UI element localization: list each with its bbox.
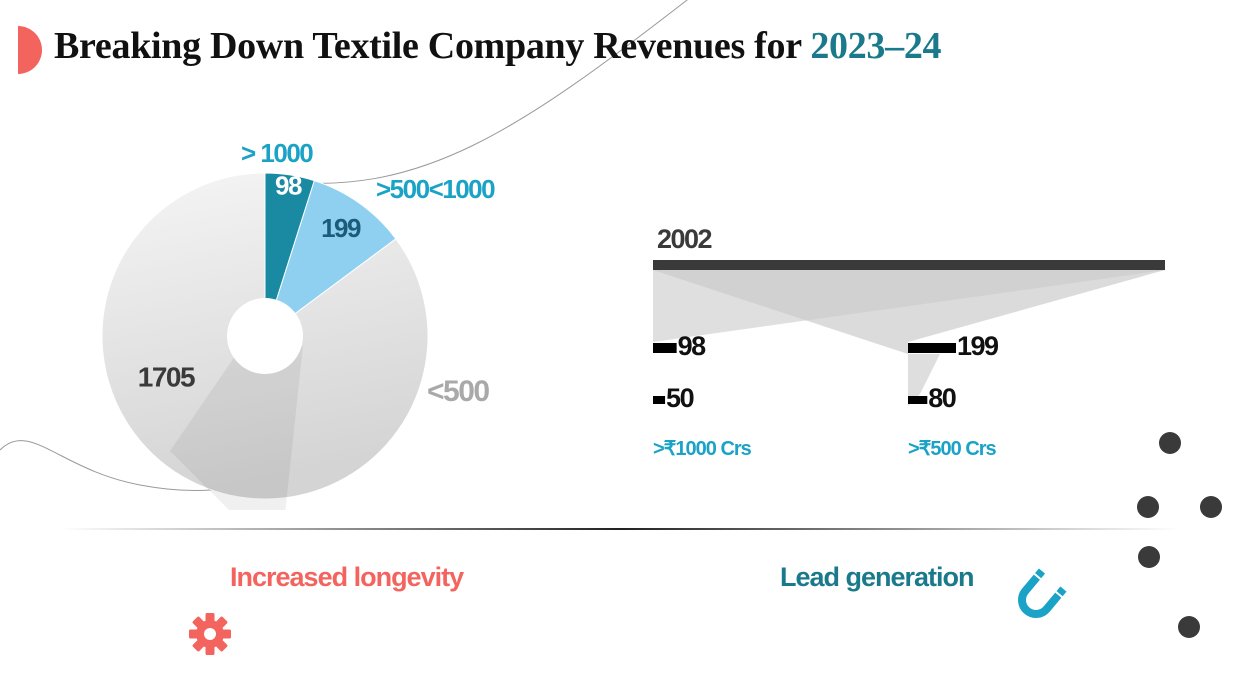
- gear-icon: [189, 613, 231, 655]
- pie-legend-lt500: <500: [427, 375, 490, 408]
- pie-slice-lt500-label: 1705: [138, 361, 195, 392]
- pie-legend-500-1000: >500<1000: [376, 174, 496, 204]
- pie-slice-gt1000-label: 98: [275, 171, 302, 201]
- total-bar-label: 2002: [657, 224, 712, 254]
- decorative-half-circle: [18, 26, 42, 74]
- pie-center-hole: [227, 298, 303, 374]
- funnel-bar-chart: 2002 98 199 50 80 >₹1000 Crs >₹500 Crs: [653, 224, 1165, 460]
- bar-category-1: >₹500 Crs: [908, 438, 997, 460]
- bar-0-series-1: [653, 396, 666, 404]
- title-main: Breaking Down Textile Company Revenues f…: [54, 25, 811, 67]
- pie-slices: [101, 172, 429, 510]
- pie-slice-500-1000: [264, 180, 397, 338]
- bar-0-series-1-label: 50: [666, 383, 694, 413]
- pie-chart: 98 199 1705: [101, 171, 429, 510]
- pie-slice-500-1000-label: 199: [321, 213, 361, 243]
- bar-category-0: >₹1000 Crs: [653, 438, 752, 460]
- bar-1-series-1-label: 80: [928, 383, 956, 413]
- separator-line: [60, 528, 1180, 530]
- pie-shadow: [170, 346, 303, 510]
- funnel-shade-left: [653, 270, 1165, 406]
- pie-legend-gt1000: > 1000: [241, 138, 314, 168]
- bar-labels: 2002 98 199 50 80 >₹1000 Crs >₹500 Crs: [653, 224, 1001, 460]
- title-year: 2023–24: [810, 25, 942, 67]
- bar-0-series-0: [653, 343, 677, 353]
- highlight-increased-longevity: Increased longevity: [230, 562, 464, 592]
- bar-0-series-0-label: 98: [678, 331, 707, 361]
- page-title: Breaking Down Textile Company Revenues f…: [54, 24, 942, 68]
- total-bar: [653, 260, 1165, 270]
- bar-1-series-0: [908, 343, 956, 353]
- bar-shapes: [653, 260, 1165, 406]
- bar-1-series-1: [908, 396, 928, 404]
- pie-slice-labels: 98 199 1705: [138, 171, 363, 393]
- decorative-dots: [1137, 432, 1222, 638]
- funnel-shade-sub: [908, 354, 940, 406]
- highlight-lead-generation: Lead generation: [780, 562, 975, 592]
- magnet-icon: [1018, 568, 1067, 618]
- bar-1-series-0-label: 199: [957, 331, 999, 361]
